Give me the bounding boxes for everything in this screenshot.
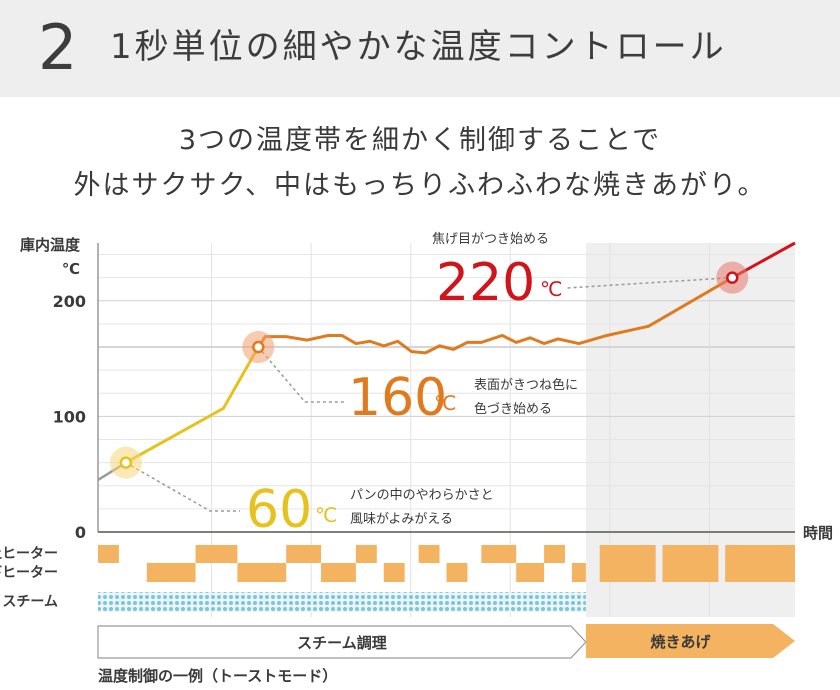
phase-label-bake: 焼きあげ [650, 633, 711, 651]
annotation-marker-160 [252, 340, 265, 354]
phase-arrow-steam [97, 625, 587, 659]
annotation-desc-160-2: 色づき始める [474, 401, 552, 417]
heater-block [195, 545, 238, 563]
section-title: 1秒単位の細やかな温度コントロール [110, 27, 727, 67]
heater-block [481, 545, 517, 563]
heater-block [516, 563, 545, 582]
steam-block [98, 592, 586, 612]
heater-block [446, 563, 468, 582]
header-bar: 2 1秒単位の細やかな温度コントロール [0, 0, 840, 97]
heater-block [544, 545, 565, 563]
annotation-leader-60 [125, 461, 240, 512]
y-tick-label: 100 [53, 407, 86, 426]
annotation-unit-160: ℃ [434, 391, 456, 415]
heater-block [321, 563, 356, 582]
annotation-value-60: 60 [246, 480, 312, 540]
heater-block [237, 563, 287, 582]
phase-label-steam: スチーム調理 [297, 634, 387, 652]
x-axis-label: 時間 [803, 524, 833, 542]
phase-arrow-bake [585, 624, 795, 658]
heater-block [418, 545, 440, 563]
annotation-marker-220 [726, 271, 739, 284]
annotation-desc-160-1: 表面がきつね色に [474, 377, 578, 393]
y-axis-label: 庫内温度 [20, 236, 81, 254]
annotation-desc-220-1: 焦げ目がつき始める [432, 232, 549, 247]
heater-block [98, 545, 119, 563]
annotation-value-160: 160 [348, 368, 447, 428]
section-number: 2 [38, 11, 78, 84]
annotation-unit-60: ℃ [315, 503, 337, 527]
annotation-unit-220: ℃ [540, 277, 562, 301]
temperature-line-steam [125, 346, 260, 464]
heater-block [571, 563, 586, 582]
heater-block [383, 563, 405, 582]
heater-block [286, 545, 322, 563]
heater-block [662, 545, 719, 582]
heater-row-label: 上ヒーター [0, 546, 58, 562]
y-tick-label: 200 [53, 292, 86, 311]
annotation-desc-60-2: 風味がよみがえる [350, 512, 453, 527]
subtitle-line-1: 3つの温度帯を細かく制御することで [178, 125, 662, 156]
heater-block [146, 563, 196, 582]
annotation-desc-60-1: パンの中のやわらかさと [350, 488, 494, 503]
heater-row-label: スチーム [2, 594, 58, 610]
annotation-value-220: 220 [436, 253, 535, 313]
heater-block [725, 545, 795, 582]
y-axis-unit: ℃ [62, 260, 80, 278]
subtitle-line-2: 外はサクサク、中はもっちりふわふわな焼きあがり。 [73, 170, 767, 201]
chart-caption: 温度制御の一例（トーストモード） [98, 667, 338, 685]
annotation-marker-60 [119, 456, 133, 469]
y-tick-label: 0 [75, 523, 86, 542]
annotation-leader-160 [257, 346, 345, 403]
heater-block [355, 545, 377, 563]
heater-row-label: 下ヒーター [0, 565, 58, 581]
temperature-line-bake [257, 276, 734, 355]
heater-block [599, 545, 656, 582]
